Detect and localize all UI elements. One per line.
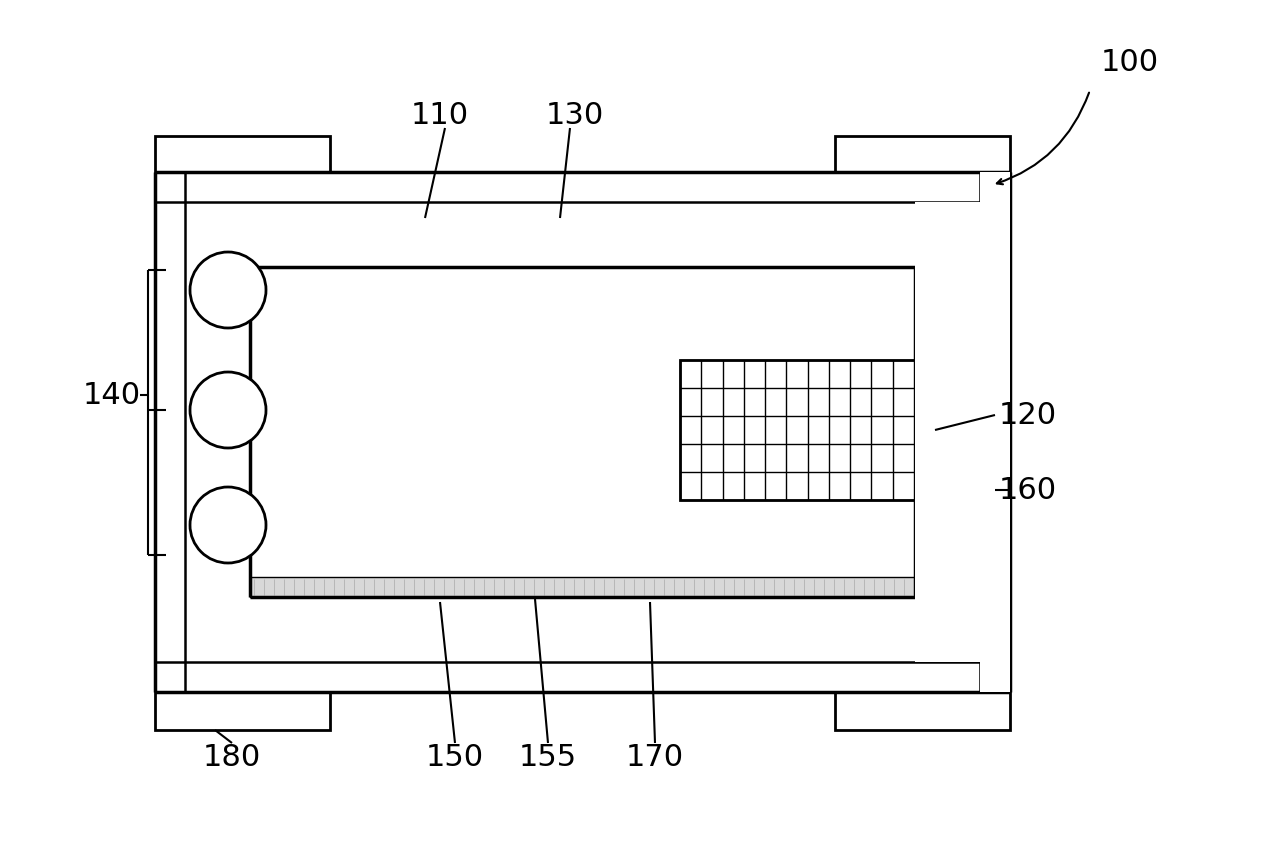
Bar (835, 692, 1009, 730)
Text: 170: 170 (626, 744, 684, 772)
Text: 160: 160 (999, 476, 1057, 505)
Bar (835, 136, 1009, 172)
Bar (155, 136, 330, 172)
Text: 155: 155 (519, 744, 577, 772)
Bar (250, 267, 915, 597)
Bar (680, 360, 934, 500)
Circle shape (190, 372, 266, 448)
Bar (835, 692, 1009, 730)
Bar (155, 172, 1009, 692)
Bar (980, 172, 1009, 692)
Bar (185, 662, 980, 692)
Bar (250, 577, 915, 597)
Circle shape (190, 487, 266, 563)
Text: 140: 140 (83, 381, 141, 410)
Bar (155, 136, 330, 172)
Text: 120: 120 (999, 400, 1057, 429)
Text: 110: 110 (411, 100, 468, 129)
Bar (155, 172, 185, 692)
Text: 100: 100 (1101, 47, 1158, 76)
Bar (915, 202, 980, 662)
Text: 130: 130 (546, 100, 605, 129)
Bar (185, 172, 980, 202)
Bar (680, 360, 934, 500)
Bar (155, 692, 330, 730)
Bar (980, 172, 1009, 692)
Text: 150: 150 (426, 744, 484, 772)
Bar (835, 136, 1009, 172)
Circle shape (190, 252, 266, 328)
Bar (155, 692, 330, 730)
Text: 180: 180 (202, 744, 261, 772)
